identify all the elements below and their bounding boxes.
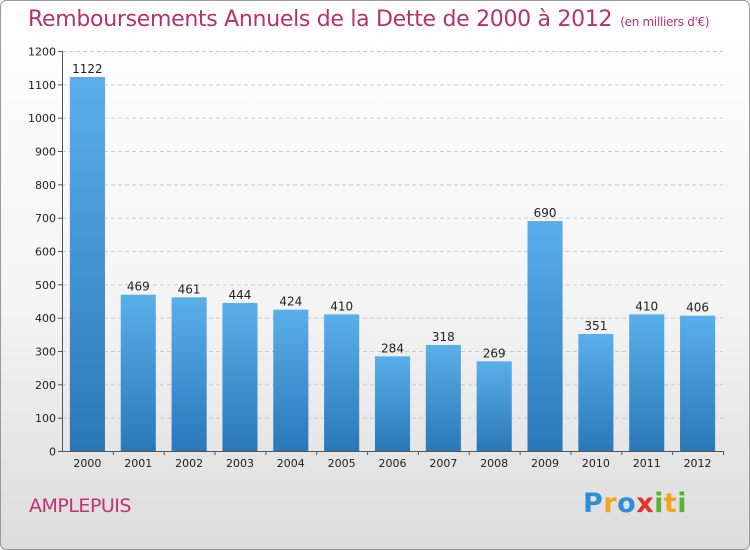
x-tick-label: 2003 xyxy=(226,457,254,470)
bar xyxy=(476,361,512,451)
logo-letter: r xyxy=(603,488,618,519)
y-tick-label: 400 xyxy=(35,312,56,325)
logo-letter: x xyxy=(636,488,655,519)
y-tick-label: 0 xyxy=(49,446,56,459)
x-tick-label: 2004 xyxy=(277,457,305,470)
logo-letter: t xyxy=(663,488,678,519)
y-tick-label: 300 xyxy=(35,346,56,359)
y-axis-ticks: 0 100 200 300 400 500 600 700 800 900 1000 1100 1200 xyxy=(28,46,62,459)
x-tick-label: 2010 xyxy=(582,457,610,470)
x-tick-label: 2007 xyxy=(429,457,457,470)
y-tick-label: 100 xyxy=(35,412,56,425)
y-tick-label: 200 xyxy=(35,379,56,392)
y-tick-label: 1200 xyxy=(28,46,56,59)
y-tick-label: 900 xyxy=(35,146,56,159)
y-tick-label: 1000 xyxy=(28,112,56,125)
proxiti-logo: Proxiti xyxy=(583,488,687,519)
x-axis-ticks: 2000 2001 2002 2003 2004 2005 2006 2007 2008 2009… xyxy=(73,451,724,470)
data-label: 1122 xyxy=(72,62,103,76)
y-tick-label: 800 xyxy=(35,179,56,192)
data-label: 424 xyxy=(279,295,302,309)
x-tick-label: 2001 xyxy=(124,457,152,470)
data-label: 406 xyxy=(686,301,709,315)
data-label: 690 xyxy=(534,206,557,220)
chart-title: Remboursements Annuels de la Dette de 20… xyxy=(28,7,710,32)
data-label: 351 xyxy=(584,319,607,333)
data-label: 284 xyxy=(381,341,404,355)
logo-letter: i xyxy=(677,488,688,519)
chart-subtitle: (en milliers d'€) xyxy=(620,15,710,29)
bar xyxy=(629,314,665,451)
x-tick-label: 2006 xyxy=(379,457,407,470)
y-tick-label: 700 xyxy=(35,212,56,225)
data-label: 410 xyxy=(635,299,658,313)
bar xyxy=(222,303,258,451)
x-tick-label: 2011 xyxy=(633,457,661,470)
bar xyxy=(171,297,207,451)
data-label: 461 xyxy=(178,282,201,296)
bar xyxy=(425,345,461,451)
data-label: 269 xyxy=(483,346,506,360)
logo-letter: P xyxy=(583,488,604,519)
bar xyxy=(578,334,614,451)
y-tick-label: 500 xyxy=(35,279,56,292)
x-tick-label: 2008 xyxy=(480,457,508,470)
logo-letter: o xyxy=(617,488,637,519)
bar xyxy=(527,221,563,451)
commune-name: AMPLEPUIS xyxy=(29,495,131,517)
data-label: 318 xyxy=(432,330,455,344)
x-tick-label: 2000 xyxy=(73,457,101,470)
x-tick-label: 2005 xyxy=(328,457,356,470)
bar xyxy=(374,356,411,451)
x-tick-label: 2002 xyxy=(175,457,203,470)
chart-title-text: Remboursements Annuels de la Dette de 20… xyxy=(28,7,613,32)
bar xyxy=(324,314,360,451)
y-tick-label: 600 xyxy=(35,246,56,259)
data-label: 469 xyxy=(127,280,150,294)
bar xyxy=(120,294,156,451)
x-tick-label: 2012 xyxy=(684,457,712,470)
bar xyxy=(273,309,309,451)
data-label: 410 xyxy=(330,299,353,313)
logo-letter: i xyxy=(654,488,664,519)
y-tick-label: 1100 xyxy=(28,79,56,92)
bar xyxy=(680,315,716,451)
data-label: 444 xyxy=(229,288,252,302)
x-tick-label: 2009 xyxy=(531,457,559,470)
bars: 1122 469 461 444 424 410 284 318 269 690 351 410 406 xyxy=(69,62,716,451)
bar xyxy=(69,77,105,451)
